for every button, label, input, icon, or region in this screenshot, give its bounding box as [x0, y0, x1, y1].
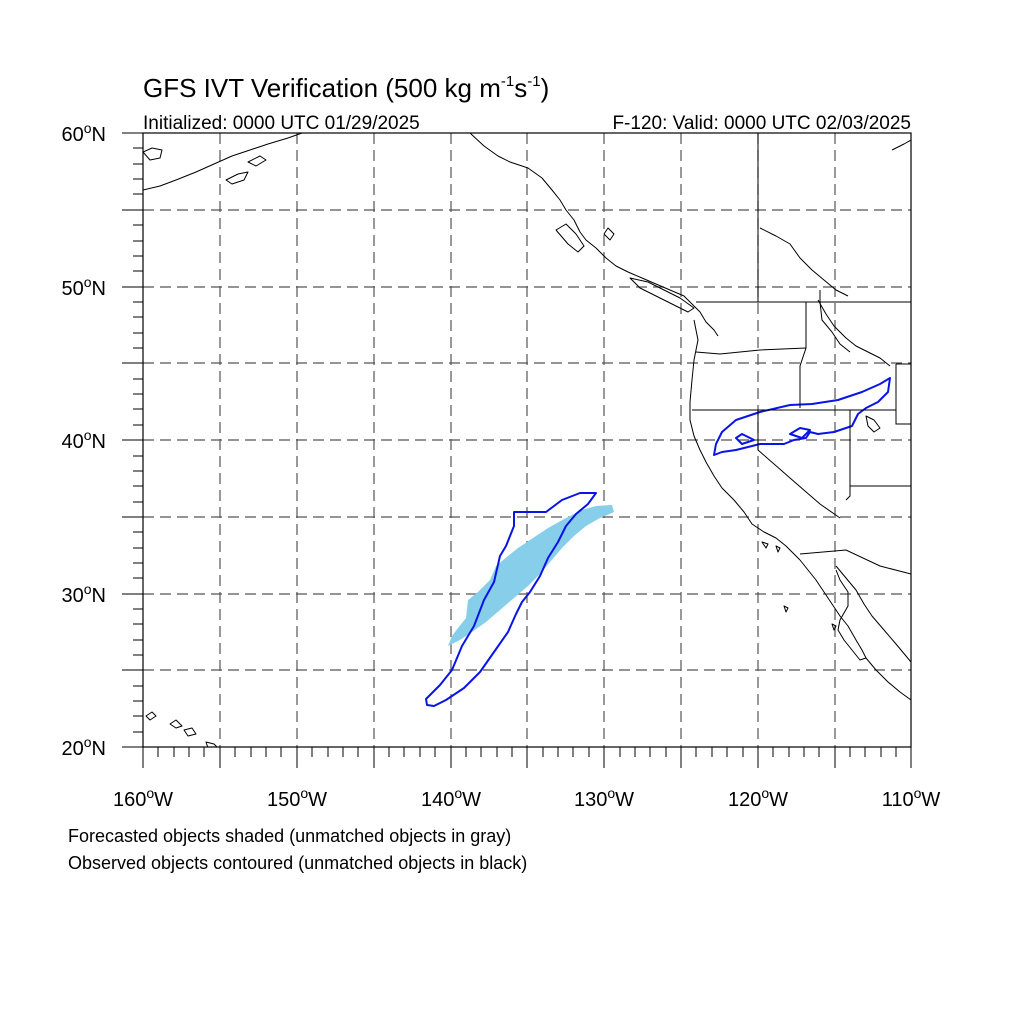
init-time-label: Initialized: 0000 UTC 01/29/2025: [143, 113, 420, 134]
latitude-labels: 60oN 50oN 40oN 30oN 20oN: [62, 120, 107, 760]
forecast-object-shaded: [448, 505, 614, 646]
lon-label-110: 110oW: [882, 785, 941, 811]
lon-label-140: 140oW: [421, 785, 481, 811]
lon-label-120: 120oW: [728, 785, 788, 811]
lat-label-30: 30oN: [62, 581, 107, 607]
observed-caption: Observed objects contoured (unmatched ob…: [68, 853, 527, 873]
lon-label-130: 130oW: [574, 785, 634, 811]
figure-title: GFS IVT Verification (500 kg m-1s-1): [143, 73, 549, 103]
lat-label-50: 50oN: [62, 274, 107, 300]
longitude-labels: 160oW 150oW 140oW 130oW 120oW 110oW: [113, 785, 940, 811]
axis-ticks: [122, 132, 912, 768]
gridlines: [143, 133, 911, 747]
lon-label-160: 160oW: [113, 785, 173, 811]
lat-label-20: 20oN: [62, 734, 107, 760]
lon-label-150: 150oW: [267, 785, 327, 811]
lat-label-60: 60oN: [62, 120, 107, 146]
political-borders: [692, 133, 911, 575]
coastlines: [143, 133, 911, 747]
lat-label-40: 40oN: [62, 427, 107, 453]
valid-time-label: F-120: Valid: 0000 UTC 02/03/2025: [612, 113, 911, 134]
map-area: [143, 133, 911, 747]
observed-object-contour-land: [713, 377, 891, 456]
forecast-caption: Forecasted objects shaded (unmatched obj…: [68, 826, 511, 846]
observed-object-contour-ocean: [425, 492, 597, 707]
